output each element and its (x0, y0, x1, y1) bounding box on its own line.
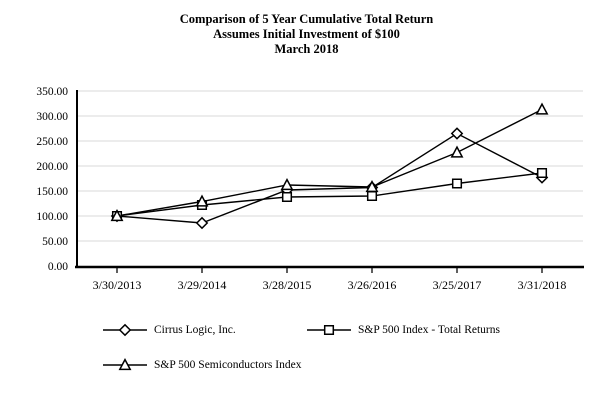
y-tick-label: 50.00 (42, 236, 68, 248)
chart-title: Comparison of 5 Year Cumulative Total Re… (0, 12, 613, 57)
square-marker (366, 190, 378, 202)
diamond-marker-icon (103, 323, 147, 337)
y-tick-label: 200.00 (36, 161, 68, 173)
triangle-marker (195, 194, 209, 207)
series-line-square (116, 172, 543, 217)
x-tick-label: 3/25/2017 (433, 278, 482, 292)
triangle-marker (365, 179, 379, 193)
x-tick-label: 3/30/2013 (93, 278, 142, 292)
series-line-diamond (116, 132, 543, 224)
x-tick-label: 3/31/2018 (518, 278, 567, 292)
triangle-marker-icon (103, 357, 147, 371)
legend-item-cirrus-logic: Cirrus Logic, Inc. (103, 322, 236, 338)
legend-item-sp500-total-returns: S&P 500 Index - Total Returns (307, 322, 500, 338)
y-tick-label: 150.00 (36, 186, 68, 198)
triangle-marker (535, 102, 549, 115)
chart-title-line3: March 2018 (274, 42, 339, 56)
legend-label-sp500-total-returns: S&P 500 Index - Total Returns (358, 324, 500, 336)
y-tick-label: 0.00 (48, 261, 68, 273)
legend-label-sp500-semiconductors: S&P 500 Semiconductors Index (154, 359, 302, 371)
square-marker-icon (307, 324, 351, 336)
triangle-marker (450, 145, 464, 158)
y-tick-label: 350.00 (36, 86, 68, 98)
chart-title-line2: Assumes Initial Investment of $100 (213, 27, 400, 41)
chart-title-line1: Comparison of 5 Year Cumulative Total Re… (179, 12, 434, 26)
triangle-marker (110, 208, 124, 222)
square-marker (281, 191, 293, 203)
series-line-triangle (116, 108, 543, 217)
x-tick-label: 3/29/2014 (178, 278, 227, 292)
y-tick-label: 250.00 (36, 136, 68, 148)
diamond-marker (195, 216, 209, 230)
x-tick-label: 3/28/2015 (263, 278, 312, 292)
y-tick-label: 300.00 (36, 111, 68, 123)
x-tick-label: 3/26/2016 (348, 278, 397, 292)
triangle-marker (280, 177, 294, 191)
square-marker (536, 167, 548, 179)
legend-item-sp500-semiconductors: S&P 500 Semiconductors Index (103, 357, 301, 373)
square-marker (451, 178, 463, 189)
legend-label-cirrus-logic: Cirrus Logic, Inc. (154, 324, 236, 336)
y-tick-label: 100.00 (36, 211, 68, 223)
diamond-marker (450, 127, 464, 140)
